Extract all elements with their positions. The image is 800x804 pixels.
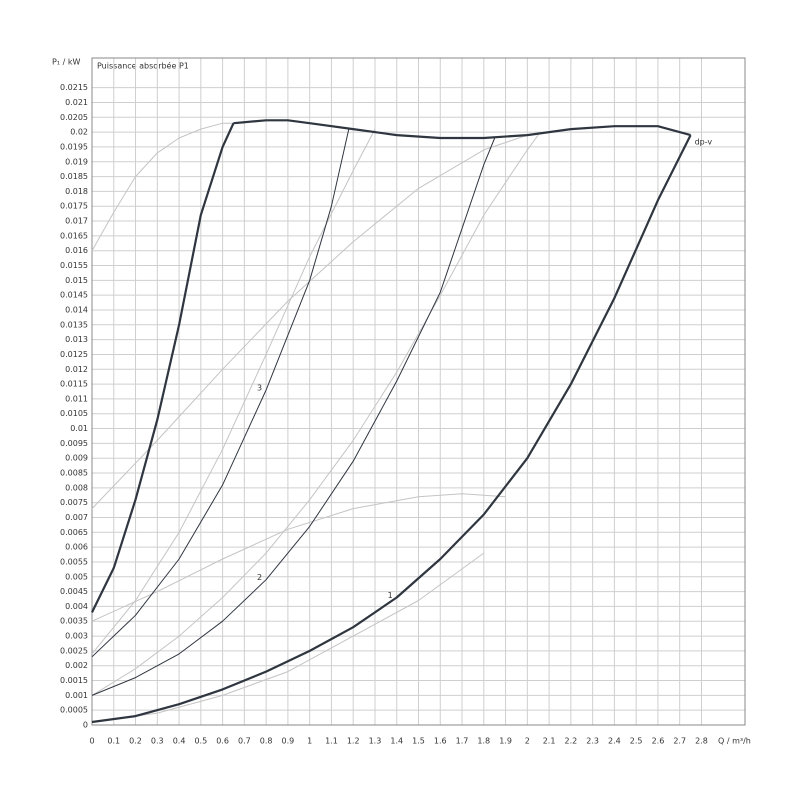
curve xyxy=(91,134,692,724)
x-tick-label: 1.8 xyxy=(477,737,490,746)
x-tick-label: 2.6 xyxy=(652,737,665,746)
curve-label: 2 xyxy=(257,573,262,582)
y-tick-label: 0.009 xyxy=(65,454,88,463)
y-tick-label: 0.0065 xyxy=(60,528,88,537)
y-tick-label: 0.021 xyxy=(65,98,88,107)
x-tick-label: 0.4 xyxy=(173,737,186,746)
y-tick-label: 0.0195 xyxy=(60,142,88,151)
y-tick-label: 0.0075 xyxy=(60,498,88,507)
y-tick-label: 0.0125 xyxy=(60,350,88,359)
x-tick-label: 0.2 xyxy=(129,737,142,746)
x-tick-label: 2.2 xyxy=(564,737,577,746)
x-tick-label: 0.8 xyxy=(260,737,273,746)
y-tick-label: 0.0005 xyxy=(60,706,88,715)
y-tick-label: 0.006 xyxy=(65,543,88,552)
y-tick-label: 0.003 xyxy=(65,632,88,641)
y-tick-label: 0.015 xyxy=(65,276,88,285)
y-tick-label: 0.01 xyxy=(70,424,88,433)
chart-title: Puissance absorbée P1 xyxy=(97,61,189,71)
curve xyxy=(91,137,496,696)
x-tick-label: 0.3 xyxy=(151,737,164,746)
y-axis-label: P₁ / kW xyxy=(52,58,80,67)
y-tick-label: 0.0095 xyxy=(60,439,88,448)
y-tick-label: 0.0015 xyxy=(60,676,88,685)
curve-label: 3 xyxy=(257,384,262,393)
y-tick-label: 0.012 xyxy=(65,365,88,374)
curve xyxy=(91,128,350,658)
curve xyxy=(91,122,245,251)
curve xyxy=(233,119,691,140)
y-tick-label: 0.018 xyxy=(65,187,88,196)
y-tick-label: 0.0115 xyxy=(60,380,88,389)
x-tick-label: 1 xyxy=(307,737,312,746)
x-tick-label: 2.3 xyxy=(586,737,599,746)
curve xyxy=(91,552,485,723)
x-tick-label: 2.7 xyxy=(673,737,686,746)
x-tick-label: 0.1 xyxy=(107,737,120,746)
y-tick-label: 0.0045 xyxy=(60,587,88,596)
x-tick-label: 2.8 xyxy=(695,737,708,746)
y-tick-label: 0.0185 xyxy=(60,172,88,181)
x-tick-label: 1.1 xyxy=(325,737,338,746)
curve xyxy=(91,134,528,509)
y-tick-label: 0.0205 xyxy=(60,113,88,122)
curve-label: 1 xyxy=(388,591,393,600)
y-tick-label: 0.0025 xyxy=(60,646,88,655)
y-tick-label: 0.008 xyxy=(65,483,88,492)
y-tick-label: 0.017 xyxy=(65,217,88,226)
x-tick-label: 0.9 xyxy=(282,737,295,746)
x-tick-label: 1.2 xyxy=(347,737,360,746)
y-tick-label: 0.0105 xyxy=(60,409,88,418)
x-tick-label: 1.3 xyxy=(369,737,382,746)
x-tick-label: 2.4 xyxy=(608,737,621,746)
y-tick-label: 0.02 xyxy=(70,128,88,137)
y-tick-label: 0 xyxy=(83,721,88,730)
y-tick-label: 0.0215 xyxy=(60,83,88,92)
y-tick-label: 0.0135 xyxy=(60,320,88,329)
x-tick-label: 1.6 xyxy=(434,737,447,746)
y-tick-label: 0.0085 xyxy=(60,469,88,478)
y-tick-label: 0.001 xyxy=(65,691,88,700)
x-tick-label: 2.5 xyxy=(630,737,643,746)
curve xyxy=(91,122,235,613)
x-tick-label: 0 xyxy=(89,737,94,746)
x-tick-label: 0.5 xyxy=(194,737,207,746)
y-tick-label: 0.0145 xyxy=(60,291,88,300)
y-tick-label: 0.0055 xyxy=(60,557,88,566)
curve xyxy=(91,134,539,696)
y-tick-label: 0.002 xyxy=(65,661,88,670)
curve xyxy=(91,493,506,622)
curve xyxy=(91,128,376,655)
curve-label: dp-v xyxy=(695,138,713,147)
y-tick-label: 0.016 xyxy=(65,246,88,255)
x-axis-label: Q / m³/h xyxy=(718,737,751,746)
y-tick-label: 0.013 xyxy=(65,335,88,344)
x-tick-label: 1.4 xyxy=(390,737,403,746)
y-tick-label: 0.011 xyxy=(65,394,88,403)
x-tick-label: 2.1 xyxy=(543,737,556,746)
y-tick-label: 0.007 xyxy=(65,513,88,522)
x-tick-label: 2 xyxy=(525,737,530,746)
y-tick-label: 0.0155 xyxy=(60,261,88,270)
x-tick-label: 1.9 xyxy=(499,737,512,746)
y-tick-label: 0.0175 xyxy=(60,202,88,211)
y-tick-label: 0.014 xyxy=(65,305,88,314)
x-tick-label: 1.5 xyxy=(412,737,425,746)
x-tick-label: 0.7 xyxy=(238,737,251,746)
y-tick-label: 0.0035 xyxy=(60,617,88,626)
plot-frame xyxy=(91,57,746,726)
x-tick-label: 1.7 xyxy=(456,737,469,746)
x-tick-label: 0.6 xyxy=(216,737,229,746)
y-tick-label: 0.005 xyxy=(65,572,88,581)
y-tick-label: 0.019 xyxy=(65,157,88,166)
y-tick-label: 0.004 xyxy=(65,602,88,611)
y-tick-label: 0.0165 xyxy=(60,231,88,240)
